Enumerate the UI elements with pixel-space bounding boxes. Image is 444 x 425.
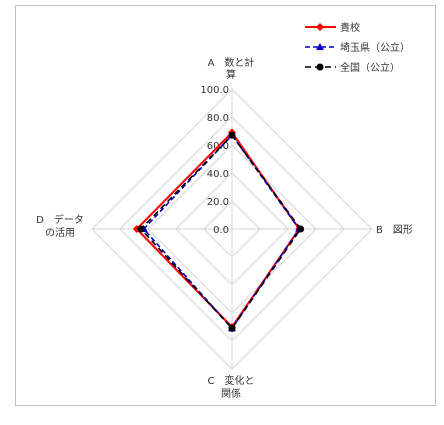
legend-label-saitama: 埼玉県（公立）	[340, 41, 410, 54]
legend-label-school: 貴校	[340, 21, 360, 34]
series	[132, 128, 305, 332]
axis-label-d-line2: の活用	[45, 227, 75, 239]
data-point-d	[137, 225, 145, 233]
series-line	[139, 133, 302, 330]
data-point-a	[228, 131, 236, 139]
axis-label-a-line2: 算	[226, 68, 236, 81]
axis-label-c-line2: 関係	[221, 388, 241, 400]
axis-label-b-line1: B 図形	[376, 224, 413, 236]
grid	[91, 88, 373, 370]
legend-label-national: 全国（公立）	[340, 61, 400, 74]
legend-markers	[305, 23, 336, 71]
axis-labels: A 数と計 算 B 図形 C 変化と 関係 D データ の活用	[36, 56, 413, 400]
tick-label-20: 20.0	[207, 197, 229, 208]
legend: 貴校 埼玉県（公立） 全国（公立）	[305, 21, 410, 74]
legend-marker-1	[316, 43, 324, 50]
data-point-b	[297, 225, 305, 233]
tick-label-40: 40.0	[207, 169, 229, 180]
legend-marker-0	[316, 23, 324, 31]
tick-label-80: 80.0	[207, 113, 229, 124]
tick-label-0: 0.0	[213, 225, 229, 236]
plot-border	[15, 5, 436, 406]
axis-label-c-line1: C 変化と	[208, 374, 255, 387]
series-national	[137, 131, 305, 332]
tick-label-100: 100.0	[200, 85, 229, 96]
axis-label-d-line1: D データ	[36, 213, 84, 226]
legend-marker-2	[316, 63, 324, 71]
axis-label-a-line1: A 数と計	[208, 56, 255, 69]
data-point-c	[228, 324, 236, 332]
